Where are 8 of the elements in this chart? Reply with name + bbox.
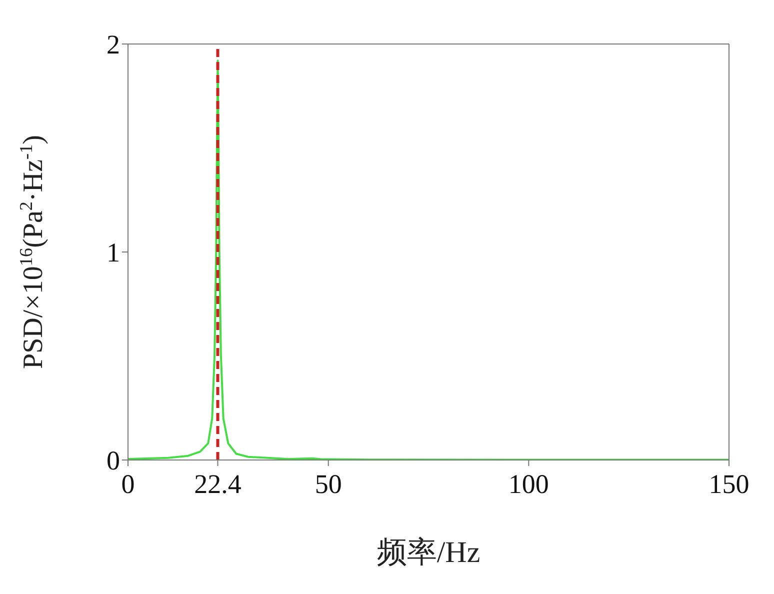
x-tick-label: 22.4: [194, 469, 242, 500]
x-tick-label: 50: [314, 469, 342, 500]
x-axis-title: 频率/Hz: [376, 536, 480, 569]
y-tick-label: 1: [106, 238, 120, 268]
x-tick-label: 150: [708, 469, 750, 500]
x-tick-label: 100: [508, 469, 549, 500]
y-tick-label: 2: [106, 30, 120, 60]
y-tick-label: 0: [106, 446, 120, 476]
